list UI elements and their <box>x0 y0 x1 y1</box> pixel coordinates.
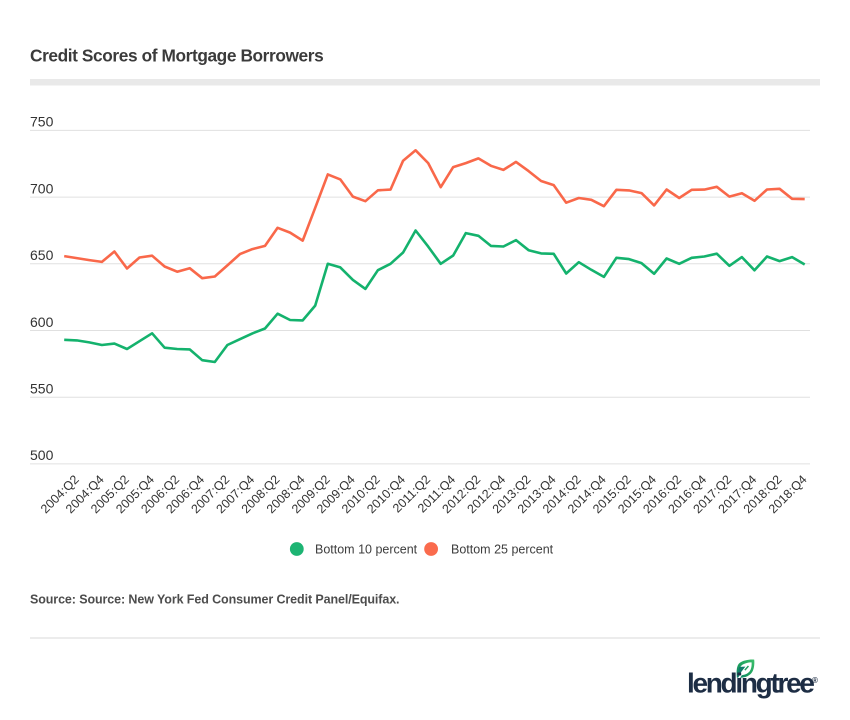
svg-text:Source: Source: New York Fed C: Source: Source: New York Fed Consumer Cr… <box>30 593 399 607</box>
svg-text:750: 750 <box>30 114 54 130</box>
svg-text:Credit Scores of Mortgage Borr: Credit Scores of Mortgage Borrowers <box>30 46 323 66</box>
svg-text:650: 650 <box>30 247 54 263</box>
svg-text:®: ® <box>812 676 818 685</box>
svg-text:Bottom 25 percent: Bottom 25 percent <box>451 543 554 557</box>
svg-text:Bottom 10 percent: Bottom 10 percent <box>315 543 418 557</box>
svg-text:550: 550 <box>30 381 54 397</box>
svg-text:lendingtree: lendingtree <box>687 668 814 699</box>
svg-text:500: 500 <box>30 447 54 463</box>
svg-text:700: 700 <box>30 180 54 196</box>
svg-text:600: 600 <box>30 314 54 330</box>
